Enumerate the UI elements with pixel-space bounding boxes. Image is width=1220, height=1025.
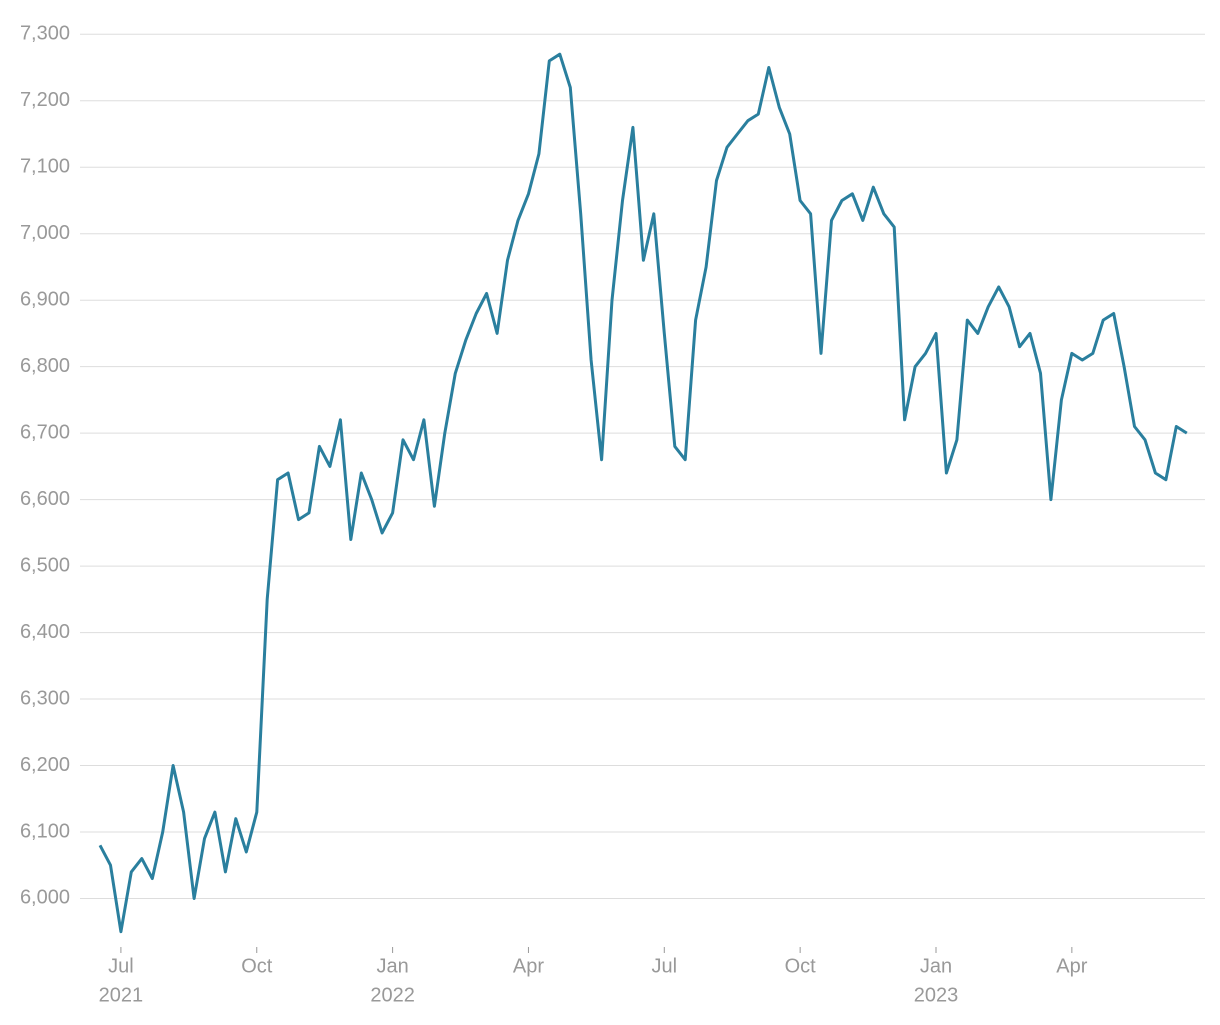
y-tick-label: 6,600 — [20, 488, 70, 510]
x-tick-label: Jan — [376, 955, 408, 977]
y-tick-label: 7,300 — [20, 23, 70, 45]
y-tick-label: 6,700 — [20, 421, 70, 443]
y-tick-label: 7,000 — [20, 222, 70, 244]
y-tick-label: 6,800 — [20, 355, 70, 377]
x-tick-label: Jul — [652, 955, 678, 977]
y-tick-label: 6,100 — [20, 820, 70, 842]
y-tick-label: 7,200 — [20, 89, 70, 111]
x-year-label: 2021 — [99, 984, 144, 1006]
x-year-label: 2022 — [370, 984, 415, 1006]
y-tick-label: 6,900 — [20, 288, 70, 310]
x-year-label: 2023 — [914, 984, 959, 1006]
x-tick-label: Jul — [108, 955, 134, 977]
x-tick-label: Apr — [1056, 955, 1087, 977]
y-tick-label: 6,200 — [20, 754, 70, 776]
y-tick-label: 6,400 — [20, 621, 70, 643]
y-tick-label: 6,500 — [20, 554, 70, 576]
x-tick-label: Oct — [785, 955, 817, 977]
x-tick-label: Apr — [513, 955, 544, 977]
y-tick-label: 6,300 — [20, 687, 70, 709]
data-line — [98, 52, 1188, 934]
x-tick-label: Oct — [241, 955, 273, 977]
y-tick-label: 6,000 — [20, 887, 70, 909]
y-tick-label: 7,100 — [20, 156, 70, 178]
x-tick-label: Jan — [920, 955, 952, 977]
